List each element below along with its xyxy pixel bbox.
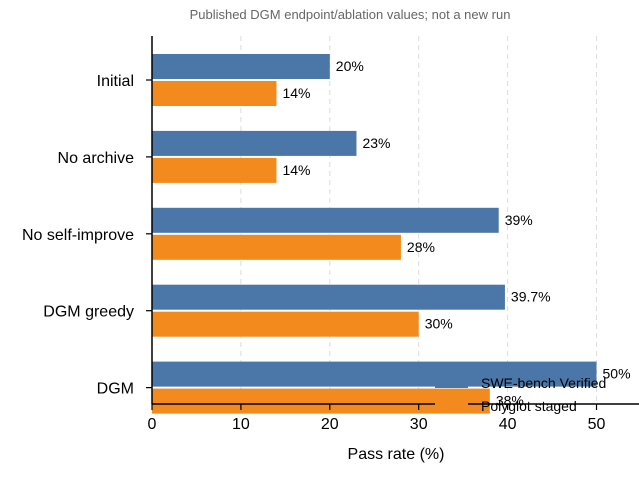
bar-value-label: 28%: [407, 239, 435, 255]
bar: [152, 81, 277, 106]
x-tick-label: 10: [232, 416, 250, 433]
legend: SWE-bench Verified Polyglot staged: [435, 375, 606, 414]
bar: [152, 284, 505, 310]
bar: [152, 130, 357, 156]
y-tick-label: No archive: [58, 150, 135, 167]
legend-label: Polyglot staged: [481, 398, 577, 414]
legend-swatch: [435, 377, 468, 388]
x-tick-label: 40: [499, 416, 517, 433]
bar-value-label: 39.7%: [511, 289, 551, 305]
bar: [152, 388, 490, 414]
axes: Initial No archive No self-improve DGM gree…: [22, 36, 639, 433]
bar: [152, 54, 330, 79]
y-tick-label: Initial: [97, 73, 134, 90]
bars: [152, 54, 597, 414]
x-tick-label: 30: [410, 416, 428, 433]
x-tick-label: 50: [588, 416, 606, 433]
y-tick-label: No self-improve: [22, 227, 134, 244]
bar: [152, 207, 499, 233]
bar: [152, 234, 401, 260]
bar-value-label: 23%: [362, 135, 390, 151]
bar-labels: 20%14%23%14%39%28%39.7%30%50%38%: [282, 58, 630, 409]
bar: [152, 311, 419, 337]
x-axis-label: Pass rate (%): [348, 446, 445, 463]
legend-label: SWE-bench Verified: [481, 375, 606, 391]
y-tick-label: DGM: [97, 381, 134, 398]
chart-subtitle: Published DGM endpoint/ablation values; …: [190, 7, 511, 22]
bar-value-label: 20%: [336, 58, 364, 74]
x-tick-label: 20: [321, 416, 339, 433]
x-tick-label: 0: [148, 416, 157, 433]
bar-value-label: 50%: [603, 366, 631, 382]
bar-value-label: 39%: [505, 212, 533, 228]
bar: [152, 361, 597, 387]
y-tick-label: DGM greedy: [43, 304, 134, 321]
bar-value-label: 30%: [425, 316, 453, 332]
bar-value-label: 14%: [282, 162, 310, 178]
bar: [152, 157, 277, 183]
legend-swatch: [435, 400, 468, 411]
bar-value-label: 14%: [282, 85, 310, 101]
